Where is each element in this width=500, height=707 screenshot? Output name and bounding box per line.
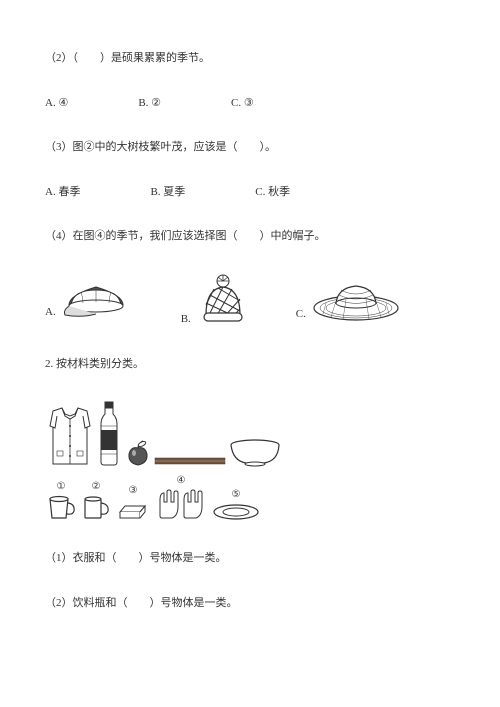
q4-label-a: A. (45, 304, 56, 321)
label-1: ① (45, 479, 77, 494)
item-1: ① (45, 479, 77, 522)
cap-icon (61, 280, 136, 320)
question-3: （3）图②中的大树枝繁叶茂，应该是（ ）。 (45, 139, 455, 156)
bowl-icon (228, 438, 283, 468)
q4-image-a: A. (45, 280, 136, 320)
q2-option-a: A. ④ (45, 95, 68, 112)
question-2-options: A. ④ B. ② C. ③ (45, 95, 455, 112)
q4-label-c: C. (296, 306, 306, 323)
q3-option-a: A. 春季 (45, 184, 80, 201)
q2-option-b: B. ② (138, 95, 161, 112)
item-4: ④ (154, 473, 208, 522)
item-5: ⑤ (211, 487, 261, 522)
section-2-q2: （2）饮料瓶和（ ）号物体是一类。 (45, 595, 455, 612)
label-5: ⑤ (211, 487, 261, 502)
s2-q1-text: （1）衣服和（ ）号物体是一类。 (45, 552, 227, 564)
chopsticks-icon (153, 453, 228, 468)
section-2-title: 2. 按材料类别分类。 (45, 356, 455, 373)
question-4-text: （4）在图④的季节，我们应该选择图（ ）中的帽子。 (45, 230, 326, 242)
gloves-icon (154, 488, 208, 522)
q4-image-b: B. (181, 273, 251, 328)
label-4: ④ (154, 473, 208, 488)
item-3: ③ (115, 483, 151, 522)
plate-icon (211, 502, 261, 522)
items-row-1 (45, 400, 455, 468)
straw-hat-icon (311, 278, 401, 323)
items-row-2: ① ② ③ ④ (45, 473, 455, 522)
question-3-options: A. 春季 B. 夏季 C. 秋季 (45, 184, 455, 201)
question-3-text: （3）图②中的大树枝繁叶茂，应该是（ ）。 (45, 141, 276, 153)
q4-label-b: B. (181, 311, 191, 328)
bottle-icon (95, 400, 123, 468)
q3-option-c: C. 秋季 (255, 184, 290, 201)
q2-option-c: C. ③ (231, 95, 254, 112)
s2-q2-text: （2）饮料瓶和（ ）号物体是一类。 (45, 597, 238, 609)
item-2: ② (80, 479, 112, 522)
apple-icon (123, 438, 153, 468)
question-4-images: A. B. C. (45, 273, 455, 328)
shirt-icon (45, 406, 95, 468)
q3-option-b: B. 夏季 (150, 184, 185, 201)
winter-hat-icon (196, 273, 251, 328)
section-2-text: 2. 按材料类别分类。 (45, 358, 144, 370)
section-2-q1: （1）衣服和（ ）号物体是一类。 (45, 550, 455, 567)
question-4: （4）在图④的季节，我们应该选择图（ ）中的帽子。 (45, 228, 455, 245)
q4-image-c: C. (296, 278, 401, 323)
question-2-text: （2）（ ）是硕果累累的季节。 (45, 52, 210, 64)
label-3: ③ (115, 483, 151, 498)
mug-icon (80, 494, 112, 522)
label-2: ② (80, 479, 112, 494)
eraser-icon (115, 498, 151, 522)
cup-icon (45, 494, 77, 522)
question-2: （2）（ ）是硕果累累的季节。 (45, 50, 455, 67)
items-illustration: ① ② ③ ④ (45, 400, 455, 522)
